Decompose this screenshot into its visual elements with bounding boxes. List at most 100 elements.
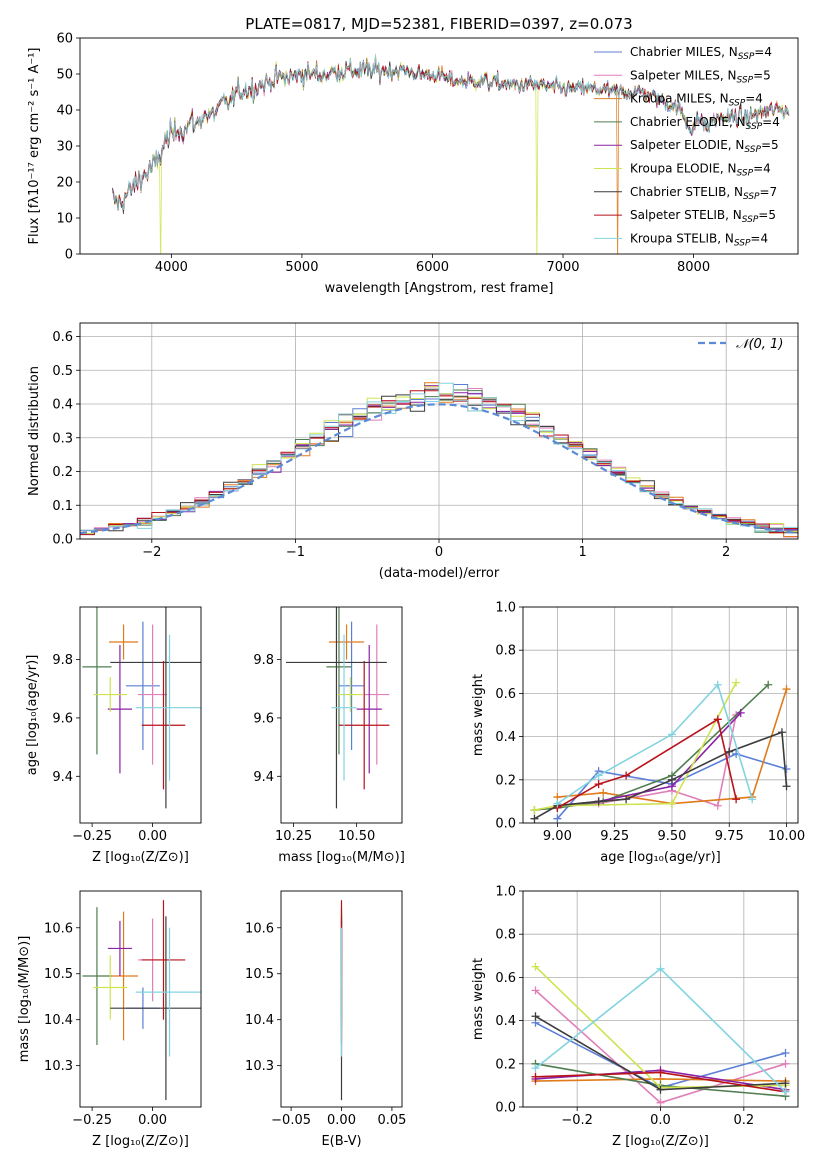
legend-entry: 𝒩(0, 1) [736, 337, 783, 352]
spectrum-line [112, 54, 790, 210]
weight-point [594, 797, 603, 806]
weight-point [531, 962, 540, 971]
x-tick-label: 10.25 [275, 829, 312, 844]
spectrum-panel: 4000 5000 6000 7000 8000 0 10 20 30 40 50 60 wavelen… [27, 32, 799, 296]
axes-frame [522, 606, 799, 824]
y-tick-label: 0.0 [495, 1101, 516, 1116]
normal-reference-curve [80, 403, 798, 535]
y-tick-label: 9.8 [52, 653, 73, 668]
weight-point [656, 1068, 665, 1077]
weight-point [777, 728, 786, 737]
weight-point [594, 780, 603, 789]
x-tick-label: −2 [142, 545, 161, 560]
weight-lines [530, 678, 791, 823]
legend-entry: Chabrier STELIB, NSSP=7 [630, 185, 777, 202]
y-axis-label: mass weight [471, 674, 486, 756]
spectrum-lines [112, 53, 790, 254]
legend-entry: Kroupa ELODIE, NSSP=4 [630, 162, 771, 179]
y-tick-label: 0.8 [495, 644, 516, 659]
y-tick-label: 0.2 [495, 773, 516, 788]
weight-point [622, 795, 631, 804]
y-tick-label: 10.6 [44, 921, 73, 936]
errorbar-group [286, 607, 390, 809]
weight-point [530, 806, 539, 815]
y-tick-label: 9.6 [52, 711, 73, 726]
y-axis-label: age [log₁₀(age/yr)] [25, 655, 40, 776]
weight-point [713, 715, 722, 724]
y-tick-label: 10.4 [245, 1013, 274, 1028]
weight-point [599, 788, 608, 797]
axes-frame [79, 890, 202, 1108]
legend-entry: Kroupa STELIB, NSSP=4 [630, 231, 768, 248]
z-age-panel: −0.25 0.00 9.4 9.6 9.8 Z [log₁₀(Z/Z⊙)] age [lo… [25, 606, 202, 865]
y-tick-label: 9.4 [253, 770, 274, 785]
legend-entry: Salpeter STELIB, NSSP=5 [630, 208, 776, 225]
y-tick-label: 0.3 [52, 431, 73, 446]
weight-point [656, 964, 665, 973]
legend-entry: Salpeter MILES, NSSP=5 [630, 68, 771, 85]
y-tick-label: 10.3 [44, 1059, 73, 1074]
weight-point [782, 685, 791, 694]
legend-entry: Chabrier ELODIE, NSSP=4 [630, 115, 780, 132]
weight-series-line [534, 682, 737, 811]
x-tick-label: 10.50 [338, 829, 375, 844]
x-tick-label: 0.00 [138, 829, 167, 844]
weight-point [764, 680, 773, 689]
y-tick-label: 0.0 [495, 817, 516, 832]
y-tick-label: 10 [56, 212, 73, 227]
x-tick-label: 0.00 [327, 1113, 356, 1128]
weight-point [530, 814, 539, 823]
x-axis-label: Z [log₁₀(Z/Z⊙)] [612, 1134, 709, 1149]
weight-point [782, 782, 791, 791]
y-tick-label: 10.6 [245, 921, 274, 936]
y-tick-label: 0.6 [52, 330, 73, 345]
y-tick-label: 10.5 [44, 967, 73, 982]
y-tick-label: 0 [65, 248, 73, 263]
axes-frame [280, 606, 403, 824]
figure-title: PLATE=0817, MJD=52381, FIBERID=0397, z=0… [245, 15, 632, 33]
weight-point [667, 799, 676, 808]
y-tick-label: 9.4 [52, 770, 73, 785]
x-tick-label: 7000 [546, 260, 579, 275]
weight-point [732, 795, 741, 804]
y-tick-label: 30 [56, 140, 73, 155]
y-tick-label: 0.2 [52, 465, 73, 480]
weight-point [553, 799, 562, 808]
weight-point [667, 775, 676, 784]
y-axis-label: mass weight [471, 958, 486, 1040]
weight-point [781, 1087, 790, 1096]
weight-point [531, 1012, 540, 1021]
weight-point [531, 1072, 540, 1081]
x-tick-label: 6000 [416, 260, 449, 275]
weights-z-panel: −0.2 0.0 0.2 0.0 0.2 0.4 0.6 0.8 1.0 Z [log₁₀(Z/Z… [471, 885, 799, 1149]
y-tick-label: 0.4 [495, 1014, 516, 1029]
z-mass-panel: −0.25 0.00 10.3 10.4 10.5 10.6 Z [log₁₀(Z/Z⊙)]… [17, 890, 202, 1149]
residuals-panel: −2 −1 0 1 2 0.0 0.1 0.2 0.3 0.4 0.5 0.6 (data-model)… [27, 322, 799, 581]
x-tick-label: −0.25 [72, 829, 112, 844]
y-tick-label: 20 [56, 176, 73, 191]
x-tick-label: 0.2 [733, 1113, 754, 1128]
axes-frame [79, 37, 799, 255]
y-tick-label: 9.6 [253, 711, 274, 726]
x-tick-label: 0.00 [138, 1113, 167, 1128]
weight-series-line [534, 731, 788, 820]
x-tick-label: 1 [578, 545, 586, 560]
y-tick-label: 9.8 [253, 653, 274, 668]
x-axis-label: (data-model)/error [379, 566, 500, 581]
axes-frame [79, 606, 202, 824]
x-tick-label: 4000 [155, 260, 188, 275]
x-tick-label: 8000 [677, 260, 710, 275]
weight-point [553, 814, 562, 823]
axes-frame [522, 890, 799, 1108]
x-axis-label: E(B-V) [321, 1134, 361, 1149]
weight-point [713, 801, 722, 810]
y-tick-label: 0.4 [495, 730, 516, 745]
weight-point [531, 1064, 540, 1073]
y-tick-label: 0.6 [495, 971, 516, 986]
ebv-mass-panel: −0.05 0.00 0.05 10.3 10.4 10.5 10.6 E(B-V) [245, 890, 406, 1149]
weight-point [656, 1085, 665, 1094]
x-tick-label: 0 [435, 545, 443, 560]
y-tick-label: 0.0 [52, 533, 73, 548]
y-tick-label: 1.0 [495, 601, 516, 616]
